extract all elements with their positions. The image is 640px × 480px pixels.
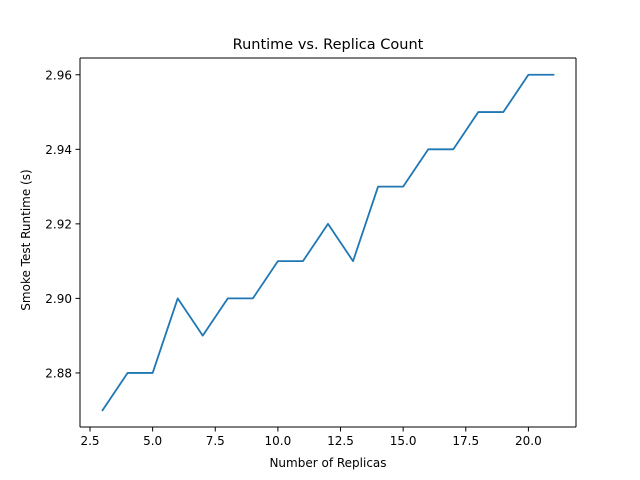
x-tick-label: 10.0 — [265, 434, 292, 448]
chart-title: Runtime vs. Replica Count — [233, 37, 424, 53]
x-tick-label: 15.0 — [390, 434, 417, 448]
x-tick-label: 17.5 — [452, 434, 479, 448]
x-tick-label: 12.5 — [327, 434, 354, 448]
y-tick-label: 2.92 — [45, 217, 72, 231]
y-tick-label: 2.90 — [45, 292, 72, 306]
x-tick-label: 7.5 — [206, 434, 225, 448]
x-tick-label: 5.0 — [143, 434, 162, 448]
x-axis-label: Number of Replicas — [269, 456, 386, 470]
series-line-0 — [101, 73, 555, 412]
y-axis-label: Smoke Test Runtime (s) — [19, 169, 33, 310]
x-tick-label: 2.5 — [80, 434, 99, 448]
plot-area: 2.5 5.0 7.5 10.0 12.5 15.0 17.5 20.0 2.88 2.90 2.9… — [45, 57, 577, 448]
y-tick-label: 2.94 — [45, 143, 72, 157]
y-tick-label: 2.88 — [45, 366, 72, 380]
y-tick-label: 2.96 — [45, 68, 72, 82]
x-tick-label: 20.0 — [515, 434, 542, 448]
